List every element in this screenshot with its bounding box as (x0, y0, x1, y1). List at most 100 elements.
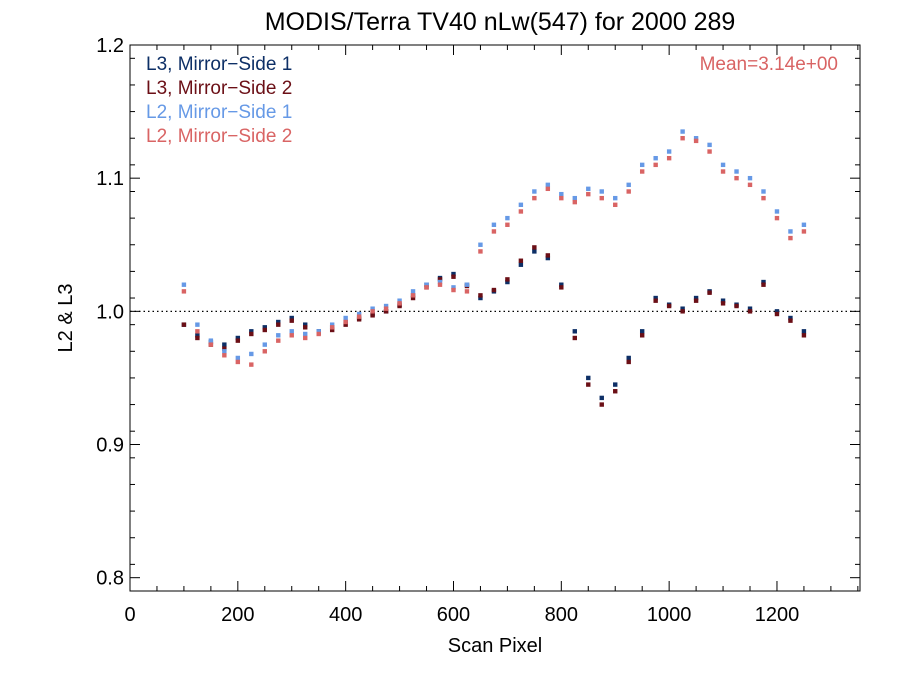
chart-title: MODIS/Terra TV40 nLw(547) for 2000 289 (265, 8, 736, 36)
y-tick-label: 1.2 (96, 35, 124, 57)
plot-frame (129, 44, 861, 592)
data-point (586, 375, 591, 381)
data-point (801, 229, 807, 234)
data-point (289, 318, 294, 323)
data-point (410, 295, 416, 301)
data-point (262, 349, 267, 354)
series-1 (181, 249, 807, 401)
data-point (451, 287, 456, 293)
data-point (747, 175, 753, 181)
data-point (437, 277, 443, 282)
data-point (599, 189, 604, 194)
data-point (316, 329, 321, 334)
data-point (249, 362, 254, 367)
data-point (626, 189, 631, 194)
data-point (262, 342, 267, 347)
data-point (249, 329, 254, 334)
x-tick-label: 1000 (647, 604, 692, 626)
data-point (613, 382, 618, 387)
legend: L3, Mirror−Side 1 L3, Mirror−Side 2 L2, Mi… (146, 54, 292, 147)
data-point (222, 353, 227, 358)
data-point (276, 333, 281, 338)
data-point (505, 279, 510, 285)
data-point (734, 169, 739, 174)
data-point (613, 389, 618, 394)
data-point (370, 309, 375, 314)
data-point (720, 298, 726, 303)
data-point (518, 202, 524, 208)
y-axis-label: L2 & L3 (55, 284, 77, 353)
data-point (680, 306, 685, 311)
data-point (181, 282, 187, 287)
data-point (262, 327, 267, 333)
data-point (720, 162, 726, 168)
data-point (774, 311, 780, 317)
data-point (680, 129, 685, 134)
data-point (235, 338, 241, 343)
data-point (545, 255, 551, 261)
data-point (424, 282, 429, 287)
data-point (586, 191, 591, 197)
data-point (410, 293, 416, 298)
series-3 (181, 129, 807, 361)
legend-entry: L3, Mirror−Side 2 (146, 78, 292, 99)
data-point (653, 295, 658, 301)
data-point (666, 155, 672, 161)
data-point (545, 253, 551, 258)
data-point (693, 138, 699, 144)
data-point (680, 136, 685, 141)
series-4 (181, 136, 807, 367)
data-point (370, 306, 375, 311)
data-point (276, 319, 281, 325)
data-point (303, 322, 308, 327)
data-point (559, 191, 564, 197)
data-point (491, 222, 497, 227)
data-point (747, 306, 753, 311)
data-point (316, 331, 321, 337)
data-point (545, 182, 551, 188)
data-point (276, 322, 281, 327)
data-point (343, 315, 348, 321)
data-point (424, 285, 429, 290)
data-point (478, 242, 483, 247)
data-point (343, 322, 348, 327)
data-point (707, 149, 712, 154)
series-2 (181, 245, 807, 407)
data-point (437, 279, 443, 285)
data-point (249, 351, 254, 357)
data-point (734, 303, 739, 309)
data-point (451, 274, 456, 279)
data-point (303, 325, 308, 330)
data-point (559, 195, 564, 201)
data-point (639, 169, 645, 174)
data-point (626, 359, 631, 365)
data-point (693, 136, 699, 141)
data-point (222, 349, 227, 354)
y-tick-label: 1.0 (96, 301, 124, 323)
mean-annotation: Mean=3.14e+00 (700, 54, 838, 75)
data-point (478, 293, 483, 298)
data-point (801, 329, 807, 334)
data-point (505, 215, 510, 221)
data-point (532, 189, 537, 194)
legend-entry: L2, Mirror−Side 1 (146, 102, 292, 123)
data-point (788, 235, 793, 241)
data-point (666, 149, 672, 154)
data-point (639, 329, 645, 334)
data-point (437, 282, 443, 287)
x-tick-label: 400 (329, 604, 362, 626)
data-point (276, 338, 281, 343)
data-point (181, 322, 187, 327)
data-point (383, 303, 389, 309)
data-point (532, 245, 537, 250)
data-point (491, 287, 497, 293)
data-point (586, 186, 591, 192)
data-point (572, 199, 577, 205)
data-point (613, 195, 618, 201)
data-point (680, 309, 685, 314)
data-point (356, 314, 362, 319)
data-point (329, 325, 335, 330)
data-point (761, 189, 766, 194)
data-point (208, 342, 214, 347)
